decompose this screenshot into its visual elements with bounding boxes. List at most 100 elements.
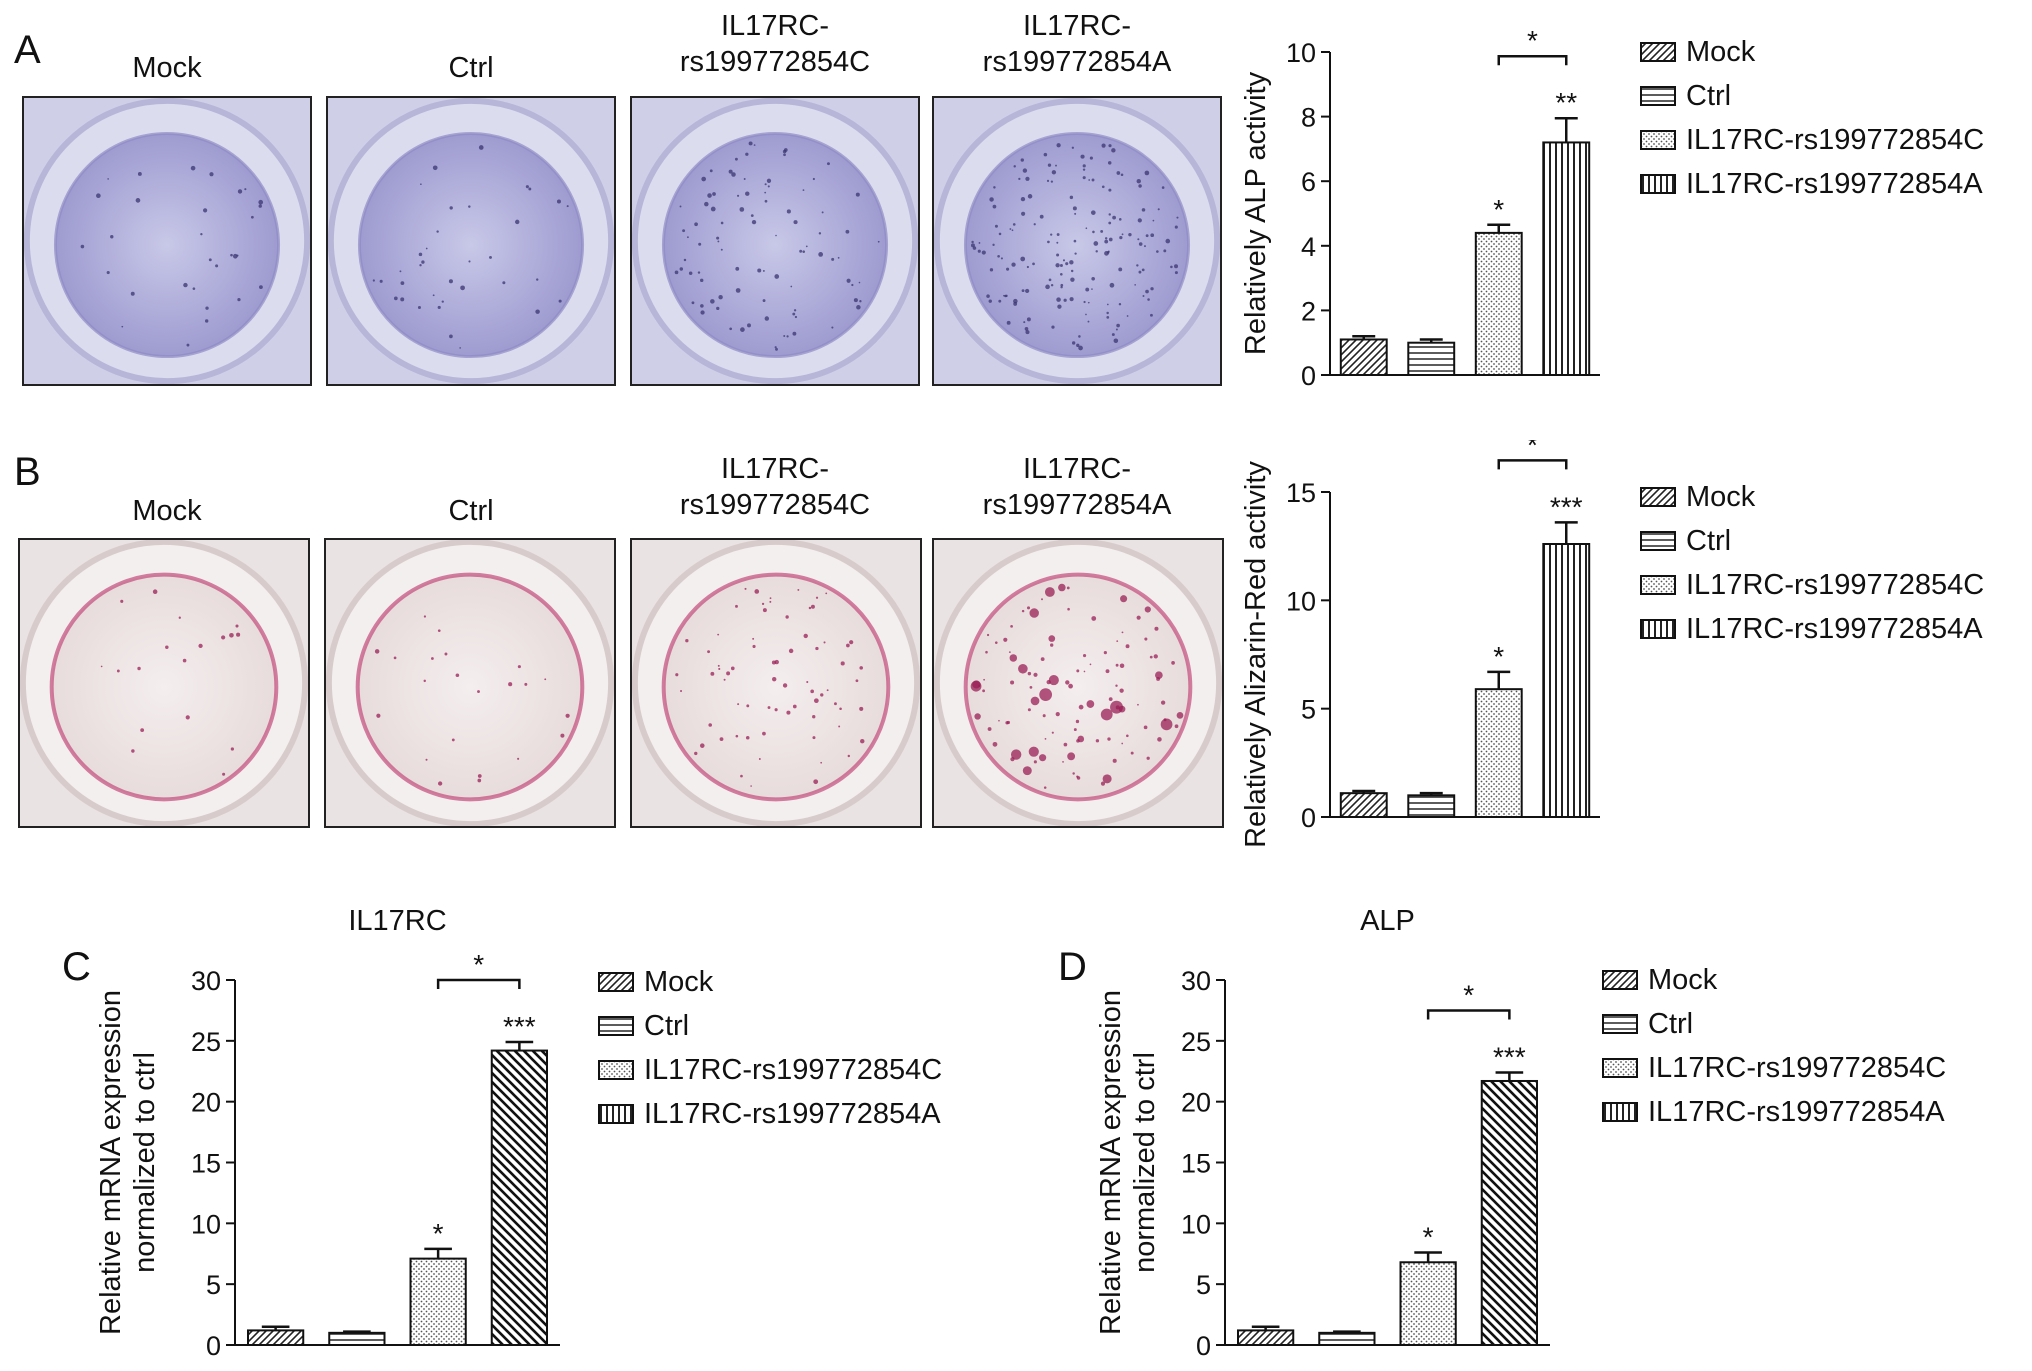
y-tick-label: 30 xyxy=(191,966,221,996)
stain-nodule xyxy=(799,249,803,253)
legend-label-rs-a: IL17RC-rs199772854A xyxy=(644,1097,941,1130)
stain-nodule xyxy=(432,165,438,171)
stain-nodule xyxy=(556,199,561,204)
stain-nodule xyxy=(221,635,226,640)
stain-nodule xyxy=(992,243,995,247)
stain-nodule xyxy=(1104,237,1108,240)
alizarin-stain-photo-rs-c xyxy=(630,538,922,828)
legend-swatch-rs-c xyxy=(598,1060,634,1080)
legend-swatch-rect xyxy=(1602,1014,1638,1034)
legend-label-ctrl: Ctrl xyxy=(644,1009,690,1042)
stain-nodule xyxy=(1013,165,1016,168)
legend-label-rs-c: IL17RC-rs199772854C xyxy=(1648,1051,1947,1084)
chart-title: ALP xyxy=(1360,905,1415,937)
stain-nodule xyxy=(502,281,506,285)
stain-nodule xyxy=(877,240,880,243)
stain-nodule xyxy=(468,205,471,208)
y-tick-label: 6 xyxy=(1301,167,1316,197)
stain-nodule xyxy=(137,172,142,176)
stain-nodule xyxy=(774,274,780,279)
stain-nodule xyxy=(750,214,754,217)
stain-nodule xyxy=(723,678,726,681)
stain-nodule xyxy=(1085,287,1090,292)
stain-nodule xyxy=(712,192,716,196)
stain-nodule xyxy=(794,315,798,319)
legend-swatch-rect xyxy=(1640,86,1676,106)
stain-nodule xyxy=(1050,643,1054,647)
stain-nodule xyxy=(423,679,426,683)
bar-1 xyxy=(247,1329,305,1346)
stain-nodule xyxy=(1119,663,1125,669)
stain-nodule xyxy=(730,666,735,671)
bar-1 xyxy=(1339,338,1388,376)
stain-nodule xyxy=(235,624,239,628)
stain-nodule xyxy=(178,616,181,619)
stain-nodule xyxy=(840,661,845,666)
legend-swatch-mock xyxy=(1640,487,1676,507)
alizarin-stain-photo-ctrl xyxy=(324,538,616,828)
stain-nodule xyxy=(1070,269,1074,273)
stain-nodule xyxy=(1058,583,1066,592)
stain-nodule xyxy=(750,785,752,787)
stain-nodule xyxy=(846,278,851,283)
stain-nodule xyxy=(1109,282,1115,288)
stain-nodule xyxy=(1027,671,1032,676)
stain-nodule xyxy=(460,285,465,291)
stain-nodule xyxy=(517,757,520,760)
stain-nodule xyxy=(131,749,135,753)
stain-nodule xyxy=(700,310,705,315)
stain-nodule xyxy=(1070,277,1075,282)
stain-nodule xyxy=(675,673,679,677)
stain-nodule xyxy=(1045,284,1050,290)
stain-nodule xyxy=(754,589,760,594)
stain-nodule xyxy=(774,659,779,665)
stain-nodule xyxy=(1108,188,1112,192)
stain-nodule xyxy=(1059,263,1063,267)
stain-nodule xyxy=(1033,672,1038,677)
bar-4 xyxy=(1480,1079,1538,1346)
stain-nodule xyxy=(1120,173,1124,177)
stain-nodule xyxy=(1107,161,1112,165)
stain-nodule xyxy=(694,222,698,227)
stain-nodule xyxy=(140,728,145,732)
stain-nodule xyxy=(762,731,766,736)
stain-nodule xyxy=(203,208,208,213)
well-bottom xyxy=(661,131,889,359)
bracket-star: * xyxy=(1527,25,1538,56)
stain-nodule xyxy=(423,615,427,618)
stain-nodule xyxy=(1022,168,1028,173)
stain-nodule xyxy=(1076,343,1080,347)
stain-nodule xyxy=(1108,144,1112,148)
stain-nodule xyxy=(978,242,981,244)
legend-label-rs-a: IL17RC-rs199772854A xyxy=(1648,1095,1945,1128)
stain-nodule xyxy=(459,347,461,349)
stain-nodule xyxy=(1025,176,1030,181)
stain-nodule xyxy=(1138,242,1143,246)
stain-nodule xyxy=(734,157,738,161)
stain-nodule xyxy=(528,187,532,191)
well-bottom xyxy=(53,131,281,359)
stain-nodule xyxy=(1050,283,1054,287)
stain-nodule xyxy=(1121,631,1124,634)
stain-nodule xyxy=(1111,333,1115,337)
stain-nodule xyxy=(244,188,247,191)
stain-nodule xyxy=(1039,214,1044,219)
stain-nodule xyxy=(855,679,859,683)
stain-nodule xyxy=(818,232,822,235)
stain-nodule xyxy=(259,285,263,289)
stain-nodule xyxy=(1060,273,1063,276)
stain-nodule xyxy=(1089,663,1092,666)
legend-label-mock: Mock xyxy=(1648,963,1718,996)
significance-star: *** xyxy=(503,1011,536,1042)
stain-nodule xyxy=(1040,657,1045,661)
stain-nodule xyxy=(1025,330,1030,335)
stain-nodule xyxy=(774,708,778,712)
stain-nodule xyxy=(1008,651,1011,654)
stain-nodule xyxy=(1128,232,1132,237)
stain-nodule xyxy=(1108,221,1112,225)
stain-nodule xyxy=(1005,294,1008,298)
stain-nodule xyxy=(229,632,234,638)
stain-nodule xyxy=(783,153,786,157)
stain-nodule xyxy=(478,145,484,150)
stain-nodule xyxy=(775,234,777,237)
